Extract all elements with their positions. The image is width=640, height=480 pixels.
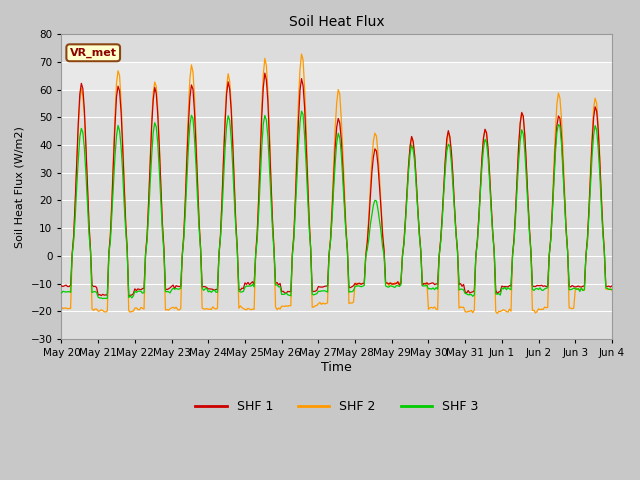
Title: Soil Heat Flux: Soil Heat Flux <box>289 15 385 29</box>
Y-axis label: Soil Heat Flux (W/m2): Soil Heat Flux (W/m2) <box>15 126 25 248</box>
Legend: SHF 1, SHF 2, SHF 3: SHF 1, SHF 2, SHF 3 <box>190 395 483 418</box>
Bar <box>61 62 612 90</box>
Text: VR_met: VR_met <box>70 48 116 58</box>
X-axis label: Time: Time <box>321 361 352 374</box>
